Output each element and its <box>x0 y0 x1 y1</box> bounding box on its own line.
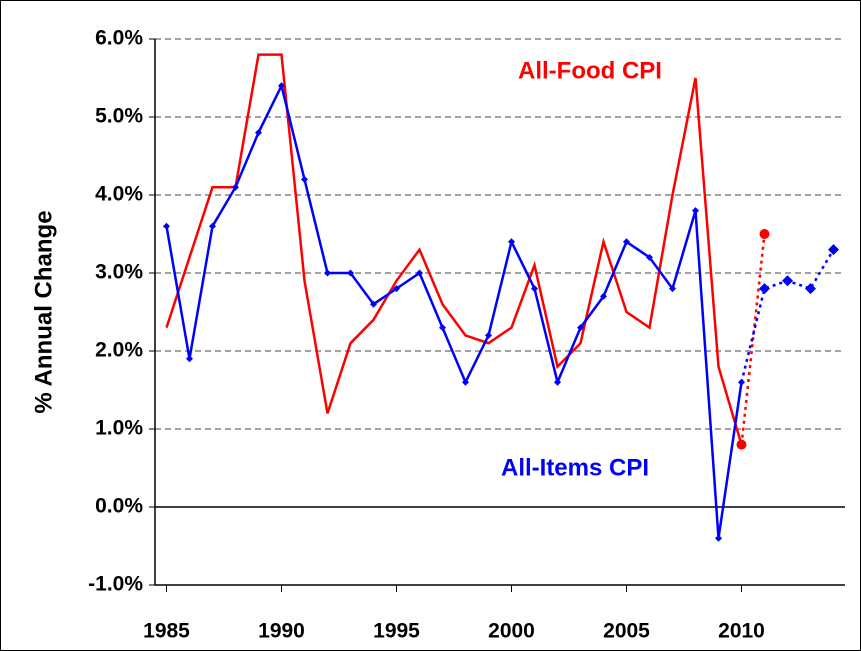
marker <box>782 275 793 287</box>
marker <box>209 222 216 230</box>
x-tick-label: 1990 <box>258 620 305 643</box>
marker <box>485 331 492 339</box>
y-tick-label: 3.0% <box>95 261 143 284</box>
series-line <box>165 53 743 445</box>
marker <box>255 129 262 137</box>
series-label: All-Items CPI <box>501 454 649 481</box>
marker <box>301 175 308 183</box>
marker <box>324 269 331 277</box>
marker <box>278 82 285 90</box>
y-tick-label: 2.0% <box>95 339 143 362</box>
y-tick-label: 5.0% <box>95 105 143 128</box>
marker <box>370 300 377 308</box>
marker <box>828 244 839 256</box>
marker <box>347 269 354 277</box>
x-tick-label: 2000 <box>488 620 535 643</box>
marker <box>393 285 400 293</box>
x-tick-label: 1985 <box>143 620 190 643</box>
marker <box>805 283 816 295</box>
marker <box>416 269 423 277</box>
series-label: All-Food CPI <box>518 57 662 84</box>
y-axis-label: % Annual Change <box>30 210 57 413</box>
marker <box>736 439 747 450</box>
marker <box>186 355 193 363</box>
y-tick-label: 6.0% <box>95 27 143 50</box>
marker <box>577 324 584 332</box>
series-line <box>165 82 743 539</box>
marker <box>508 238 515 246</box>
x-tick-label: 2005 <box>603 620 650 643</box>
marker <box>439 324 446 332</box>
marker <box>462 378 469 386</box>
marker <box>669 285 676 293</box>
x-tick-label: 2010 <box>718 620 765 643</box>
marker <box>623 238 630 246</box>
y-tick-label: 4.0% <box>95 183 143 206</box>
marker <box>759 229 770 239</box>
marker <box>759 283 770 295</box>
y-tick-label: 0.0% <box>95 495 143 518</box>
marker <box>646 253 653 261</box>
marker <box>163 222 170 230</box>
marker <box>692 207 699 215</box>
y-tick-label: -1.0% <box>88 573 143 596</box>
marker <box>600 292 607 300</box>
marker <box>738 378 745 386</box>
marker <box>232 183 239 191</box>
y-tick-label: 1.0% <box>95 417 143 440</box>
x-tick-label: 1995 <box>373 620 420 643</box>
marker <box>531 285 538 293</box>
marker <box>554 378 561 386</box>
marker <box>715 534 722 542</box>
